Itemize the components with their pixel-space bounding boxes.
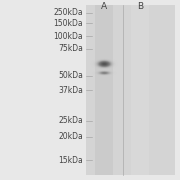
Text: 100kDa: 100kDa [53,31,83,40]
Text: B: B [137,2,143,11]
Text: 75kDa: 75kDa [58,44,83,53]
Text: 15kDa: 15kDa [58,156,83,165]
Text: 25kDa: 25kDa [58,116,83,125]
Text: 250kDa: 250kDa [53,8,83,17]
Text: A: A [101,2,107,11]
FancyBboxPatch shape [131,5,149,175]
FancyBboxPatch shape [95,5,113,175]
Text: 50kDa: 50kDa [58,71,83,80]
Text: 150kDa: 150kDa [53,19,83,28]
Text: 20kDa: 20kDa [58,132,83,141]
Text: 37kDa: 37kDa [58,86,83,94]
FancyBboxPatch shape [86,5,175,175]
